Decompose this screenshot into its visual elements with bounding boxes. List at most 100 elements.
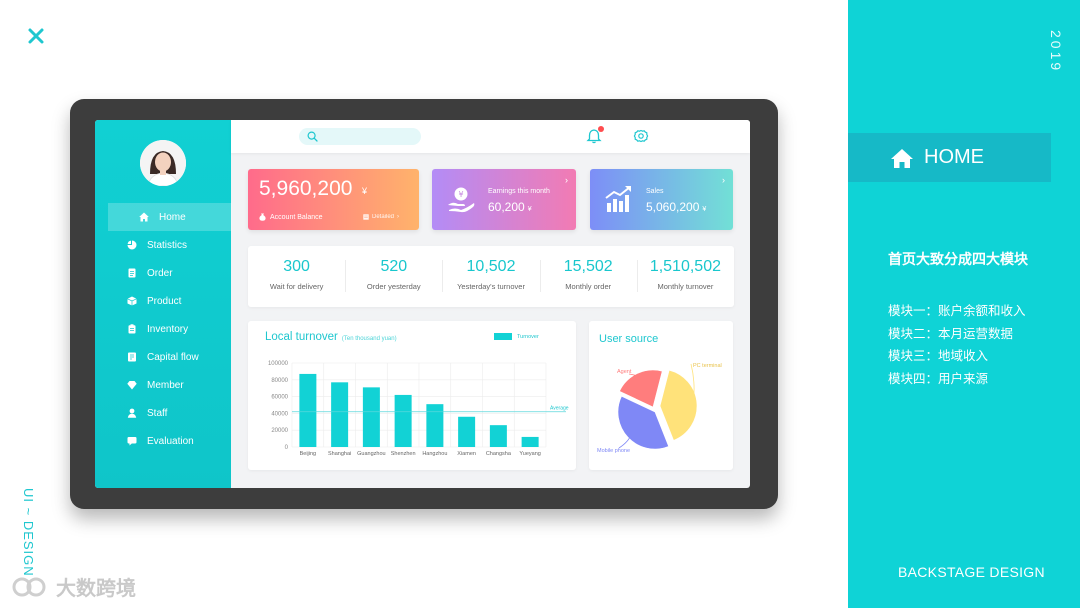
notification-badge bbox=[598, 126, 604, 132]
user-source-pie-chart: PC terminal Mobile phone Agent bbox=[597, 363, 722, 454]
pie-leader-line bbox=[690, 363, 695, 404]
stat-label: Order yesterday bbox=[366, 282, 421, 291]
sidebar-item-capital-flow[interactable]: Capital flow bbox=[95, 343, 231, 371]
stat-yesterday-turnover[interactable]: 10,502 Yesterday's turnover bbox=[442, 246, 539, 307]
local-turnover-panel: Local turnover (Ten thousand yuan) Turnov… bbox=[248, 321, 576, 470]
earnings-label: Earnings this month bbox=[488, 188, 550, 195]
chevron-right-icon[interactable]: › bbox=[565, 175, 568, 185]
bar[interactable] bbox=[489, 425, 507, 447]
watermark: 大数跨境 bbox=[10, 572, 136, 601]
bar[interactable] bbox=[362, 387, 380, 447]
stat-label: Monthly turnover bbox=[657, 282, 714, 291]
sidebar-item-label: Product bbox=[147, 295, 182, 307]
stat-label: Monthly order bbox=[565, 282, 612, 291]
turnover-title-text: Local turnover bbox=[265, 331, 338, 343]
sidebar-item-statistics[interactable]: Statistics bbox=[95, 231, 231, 259]
modules-list: 模块一：账户余额和收入 模块二：本月运营数据 模块三：地域收入 模块四：用户来源 bbox=[888, 300, 1026, 390]
earnings-value-row: 60,200 ¥ bbox=[488, 200, 532, 214]
earnings-card[interactable]: ¥ Earnings this month 60,200 ¥ › bbox=[432, 169, 576, 230]
sidebar-nav: Home Statistics Order Product bbox=[95, 203, 232, 455]
svg-text:¥: ¥ bbox=[458, 190, 463, 199]
sidebar-item-staff[interactable]: Staff bbox=[95, 399, 231, 427]
x-tick-label: Shenzhen bbox=[391, 451, 416, 457]
sidebar-item-member[interactable]: Member bbox=[95, 371, 231, 399]
bar[interactable] bbox=[521, 436, 539, 447]
sales-label: Sales bbox=[646, 188, 664, 195]
avatar[interactable] bbox=[140, 140, 186, 186]
top-bar bbox=[231, 120, 750, 153]
gear-icon[interactable] bbox=[633, 128, 649, 144]
sidebar-item-label: Statistics bbox=[147, 239, 188, 251]
sidebar-item-inventory[interactable]: Inventory bbox=[95, 315, 231, 343]
sales-value: 5,060,200 bbox=[646, 200, 700, 214]
home-icon bbox=[139, 212, 149, 222]
home-tab[interactable]: HOME bbox=[848, 133, 1051, 182]
module-item: 模块四：用户来源 bbox=[888, 371, 989, 386]
balance-label: Account Balance bbox=[270, 213, 323, 221]
turnover-unit: (Ten thousand yuan) bbox=[341, 336, 397, 342]
chevron-right-icon[interactable]: › bbox=[722, 175, 725, 185]
sidebar-item-label: Capital flow bbox=[147, 351, 199, 363]
y-tick-label: 60000 bbox=[271, 395, 288, 401]
turnover-bar-chart: 0 20000 40000 60000 80000 100000 Beijing Shangh… bbox=[268, 361, 569, 457]
balance-currency: ¥ bbox=[362, 186, 368, 196]
y-tick-label: 20000 bbox=[271, 428, 288, 434]
hand-coin-icon: ¥ bbox=[448, 187, 475, 213]
home-icon bbox=[891, 148, 913, 168]
sidebar-item-home[interactable]: Home bbox=[108, 203, 232, 231]
stat-wait-delivery[interactable]: 300 Wait for delivery bbox=[248, 246, 345, 307]
balance-detail-link[interactable]: Detailed › bbox=[363, 214, 399, 220]
y-tick-label: 0 bbox=[285, 445, 289, 451]
pie-label: Agent bbox=[617, 369, 632, 375]
operations-stats: 300 Wait for delivery 520 Order yesterda… bbox=[248, 246, 734, 307]
watermark-logo-icon bbox=[12, 577, 46, 596]
legend-label: Turnover bbox=[517, 333, 539, 340]
bar[interactable] bbox=[331, 382, 349, 447]
stat-value: 10,502 bbox=[466, 258, 516, 275]
sidebar-item-order[interactable]: Order bbox=[95, 259, 231, 287]
close-icon[interactable] bbox=[26, 26, 46, 46]
stat-order-yesterday[interactable]: 520 Order yesterday bbox=[345, 246, 442, 307]
pie-label: PC terminal bbox=[693, 363, 722, 369]
bell-icon[interactable] bbox=[586, 128, 602, 144]
dashboard-screen: Home Statistics Order Product bbox=[95, 120, 750, 488]
account-balance-card[interactable]: 5,960,200 ¥ Account Balance Detailed › bbox=[248, 169, 419, 230]
chat-icon bbox=[127, 437, 137, 446]
stat-value: 300 bbox=[283, 258, 310, 275]
pie-slice[interactable] bbox=[659, 369, 698, 441]
stat-value: 1,510,502 bbox=[649, 258, 721, 275]
bar[interactable] bbox=[394, 394, 412, 447]
watermark-text: 大数跨境 bbox=[56, 578, 136, 600]
balance-value: 5,960,200 bbox=[259, 177, 353, 200]
bar[interactable] bbox=[426, 404, 444, 447]
user-source-panel: User source PC terminal Mobile phone Agent bbox=[589, 321, 733, 470]
stat-monthly-order[interactable]: 15,502 Monthly order bbox=[539, 246, 637, 307]
diamond-icon bbox=[127, 381, 137, 390]
right-panel: 2019 HOME 首页大致分成四大模块 模块一：账户余额和收入 模块二：本月运… bbox=[848, 0, 1080, 608]
bar[interactable] bbox=[458, 416, 476, 447]
balance-label-row: Account Balance bbox=[259, 213, 323, 221]
detail-label: Detailed bbox=[372, 214, 395, 220]
user-source-title: User source bbox=[599, 333, 659, 345]
pie-slice[interactable] bbox=[619, 369, 663, 408]
growth-chart-icon bbox=[605, 186, 631, 212]
detail-icon bbox=[363, 214, 369, 220]
search-input[interactable] bbox=[299, 128, 421, 145]
sales-card[interactable]: Sales 5,060,200 ¥ › bbox=[590, 169, 733, 230]
chevron-right-icon: › bbox=[397, 214, 400, 220]
pie-label: Mobile phone bbox=[597, 448, 630, 454]
module-item: 模块二：本月运营数据 bbox=[888, 326, 1014, 341]
tablet-frame: Home Statistics Order Product bbox=[70, 99, 778, 509]
legend-swatch bbox=[494, 333, 512, 340]
y-tick-label: 100000 bbox=[268, 361, 289, 367]
sidebar-item-label: Home bbox=[159, 211, 186, 223]
earnings-value: 60,200 bbox=[488, 200, 525, 214]
module-item: 模块一：账户余额和收入 bbox=[888, 304, 1026, 318]
sidebar-item-label: Staff bbox=[147, 407, 168, 419]
sidebar-item-label: Inventory bbox=[147, 323, 189, 335]
sidebar-item-product[interactable]: Product bbox=[95, 287, 231, 315]
x-tick-label: Xiamen bbox=[457, 451, 476, 457]
sidebar-item-evaluation[interactable]: Evaluation bbox=[95, 427, 231, 455]
bar[interactable] bbox=[299, 373, 317, 447]
stat-monthly-turnover[interactable]: 1,510,502 Monthly turnover bbox=[636, 246, 734, 307]
